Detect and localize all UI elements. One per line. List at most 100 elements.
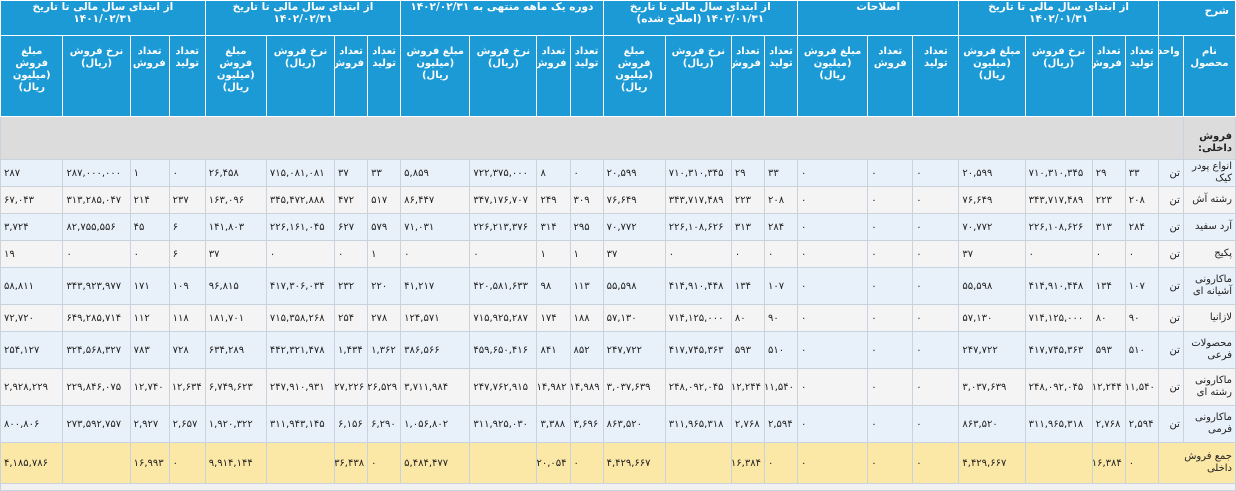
table-row: رشته آش تن ۲۰۸ ۲۲۳ ۳۴۳,۷۱۷,۴۸۹ ۷۶,۶۴۹ ۰ ۰ ۰ ۲۰۸ ۲۲… xyxy=(0,186,1236,214)
table-row: انواع پودر کیک تن ۳۳ ۲۹ ۷۱۰,۳۱۰,۳۴۵ ۲۰,۵۹۹ ۰ ۰ ۰… xyxy=(0,159,1236,187)
value-cell: ۳۲۴,۵۶۸,۳۲۷ xyxy=(62,331,131,369)
value-cell: ۱۲,۷۴۰ xyxy=(129,368,170,406)
value-cell: ۰ xyxy=(797,304,869,332)
table-row: لازانیا تن ۹۰ ۸۰ ۷۱۴,۱۲۵,۰۰۰ ۵۷,۱۳۰ ۰ ۰ ۰ ۹۰ ۸۰ ۷۱۴… xyxy=(0,304,1236,332)
value-cell: ۸۴۱ xyxy=(536,331,571,369)
value-cell: ۴۱۷,۳۰۶,۰۳۴ xyxy=(265,267,336,305)
value-cell: ۷۰,۷۷۲ xyxy=(958,213,1026,241)
value-cell: ۲۶,۴۵۸ xyxy=(204,159,267,187)
value-cell: ۵۷,۱۳۰ xyxy=(958,304,1026,332)
value-cell: ۰ xyxy=(867,213,914,241)
total-value-cell: ۰ xyxy=(763,442,799,484)
value-cell: ۲۴۷,۷۲۲ xyxy=(602,331,666,369)
header-group-1401-02: از ابتدای سال مالی تا تاریخ ۱۴۰۱/۰۲/۳۱ xyxy=(0,0,206,36)
total-value-cell: ۰ xyxy=(569,442,604,484)
value-cell: ۹۰ xyxy=(763,304,799,332)
value-cell: ۴۱,۲۱۷ xyxy=(400,267,471,305)
column-header-production: تعداد تولید xyxy=(367,35,402,117)
total-label: جمع فروش داخلی xyxy=(1157,442,1236,484)
product-name: رشته آش xyxy=(1182,186,1236,214)
value-cell: ۳۱۴ xyxy=(536,213,571,241)
value-cell: ۲۲۳ xyxy=(1091,186,1126,214)
value-cell: ۱۱۳ xyxy=(569,267,604,305)
column-header-amount: مبلغ فروش (میلیون ریال) xyxy=(204,35,267,117)
value-cell: ۲۴۸,۰۹۲,۰۴۵ xyxy=(664,368,732,406)
value-cell: ۳۱۱,۹۶۵,۳۱۸ xyxy=(664,405,732,443)
value-cell: ۰ xyxy=(912,267,960,305)
unit-cell: تن xyxy=(1157,213,1184,241)
column-header-production: تعداد تولید xyxy=(168,35,206,117)
column-header-production: تعداد تولید xyxy=(763,35,799,117)
value-cell: ۰ xyxy=(265,240,336,268)
value-cell: ۵,۸۵۹ xyxy=(400,159,471,187)
value-cell: ۲۹۵ xyxy=(569,213,604,241)
filler-row xyxy=(0,483,1236,491)
value-cell: ۳۴۳,۷۱۷,۴۸۹ xyxy=(1024,186,1093,214)
value-cell: ۰ xyxy=(797,267,869,305)
value-cell: ۲۴۷,۹۱۰,۹۳۱ xyxy=(265,368,336,406)
value-cell: ۲۲۹,۸۴۶,۰۷۵ xyxy=(62,368,131,406)
value-cell: ۰ xyxy=(912,213,960,241)
value-cell: ۲۱۴ xyxy=(129,186,170,214)
value-cell: ۳۱۳ xyxy=(1091,213,1126,241)
value-cell: ۰ xyxy=(62,240,131,268)
value-cell: ۸۶,۴۴۷ xyxy=(400,186,471,214)
header-group-adjustments: اصلاحات xyxy=(797,0,960,36)
value-cell: ۴۱۴,۹۱۰,۴۴۸ xyxy=(1024,267,1093,305)
column-header-unit: واحد xyxy=(1157,35,1184,117)
value-cell: ۳,۷۲۴ xyxy=(0,213,64,241)
column-header-amount: مبلغ فروش (میلیون ریال) xyxy=(797,35,869,117)
table-row: ماکارونی فرمی تن ۲,۵۹۴ ۲,۷۶۸ ۳۱۱,۹۶۵,۳۱۸ ۸۶۳,… xyxy=(0,405,1236,443)
value-cell: ۰ xyxy=(730,240,765,268)
value-cell: ۱,۴۳۴ xyxy=(334,331,369,369)
value-cell: ۳۴۳,۷۱۷,۴۸۹ xyxy=(664,186,732,214)
value-cell: ۰ xyxy=(1124,240,1159,268)
value-cell: ۱,۳۶۲ xyxy=(367,331,402,369)
column-header-sales-qty: تعداد فروش xyxy=(129,35,170,117)
total-value-cell: ۴,۴۲۹,۶۶۷ xyxy=(958,442,1026,484)
value-cell: ۰ xyxy=(867,405,914,443)
value-cell: ۱۱,۵۴۰ xyxy=(763,368,799,406)
value-cell: ۵۷۹ xyxy=(367,213,402,241)
value-cell: ۲۲۳ xyxy=(730,186,765,214)
value-cell: ۷۲,۷۲۰ xyxy=(0,304,64,332)
value-cell: ۲۰۸ xyxy=(1124,186,1159,214)
value-cell: ۸۰ xyxy=(730,304,765,332)
value-cell: ۱,۹۲۰,۳۲۲ xyxy=(204,405,267,443)
column-header-production: تعداد تولید xyxy=(1124,35,1159,117)
value-cell: ۱۴۱,۸۰۳ xyxy=(204,213,267,241)
header-group-one-month: دوره یک ماهه منتهی به ۱۴۰۲/۰۲/۳۱ xyxy=(400,0,604,36)
value-cell: ۴۷۲ xyxy=(334,186,369,214)
value-cell: ۰ xyxy=(867,186,914,214)
value-cell: ۳,۷۱۱,۹۸۴ xyxy=(400,368,471,406)
value-cell: ۷۱۴,۱۲۵,۰۰۰ xyxy=(1024,304,1093,332)
value-cell: ۱۴,۹۸۹ xyxy=(569,368,604,406)
value-cell: ۰ xyxy=(867,267,914,305)
value-cell: ۸۰ xyxy=(1091,304,1126,332)
value-cell: ۳۷ xyxy=(602,240,666,268)
value-cell: ۲۷,۲۲۶ xyxy=(334,368,369,406)
product-name: انواع پودر کیک xyxy=(1182,159,1236,187)
header-group-1402-01: از ابتدای سال مالی تا تاریخ ۱۴۰۲/۰۱/۳۱ xyxy=(958,0,1159,36)
value-cell: ۳,۰۳۷,۶۳۹ xyxy=(602,368,666,406)
value-cell: ۰ xyxy=(763,240,799,268)
value-cell: ۷۱۵,۳۵۸,۲۶۸ xyxy=(265,304,336,332)
value-cell: ۷۱,۰۳۱ xyxy=(400,213,471,241)
value-cell: ۰ xyxy=(912,240,960,268)
value-cell: ۳۴۷,۱۷۶,۷۰۷ xyxy=(469,186,538,214)
value-cell: ۰ xyxy=(797,331,869,369)
value-cell: ۵۷,۱۳۰ xyxy=(602,304,666,332)
value-cell: ۲,۵۹۴ xyxy=(1124,405,1159,443)
column-header-amount: مبلغ فروش (میلیون ریال) xyxy=(958,35,1026,117)
total-value-cell: ۱۶,۳۸۴ xyxy=(730,442,765,484)
value-cell: ۶۴۹,۲۸۵,۷۱۴ xyxy=(62,304,131,332)
value-cell: ۳۳ xyxy=(1124,159,1159,187)
value-cell: ۰ xyxy=(797,405,869,443)
product-name: آرد سفید xyxy=(1182,213,1236,241)
value-cell: ۴۴۲,۳۲۱,۴۷۸ xyxy=(265,331,336,369)
table-body: فروش داخلی: انواع پودر کیک تن ۳۳ ۲۹ ۷۱۰,۳۱۰,… xyxy=(0,116,1236,491)
table-row: ماکارونی آشیانه ای تن ۱۰۷ ۱۳۴ ۴۱۴,۹۱۰,۴۴۸ ۵۵,… xyxy=(0,267,1236,305)
value-cell: ۵۱۰ xyxy=(1124,331,1159,369)
table-row: آرد سفید تن ۲۸۴ ۳۱۳ ۲۲۶,۱۰۸,۶۲۶ ۷۰,۷۷۲ ۰ ۰ ۰ ۲۸۴ ۳… xyxy=(0,213,1236,241)
